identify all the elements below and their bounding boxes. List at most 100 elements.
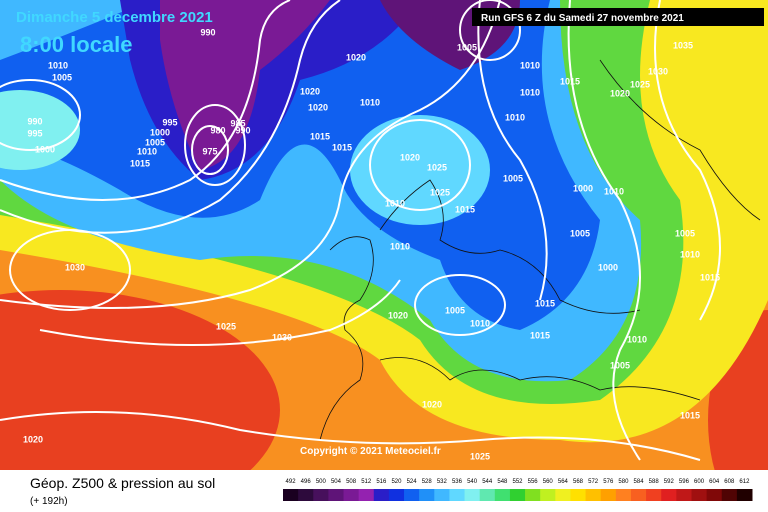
isobar-label: 1015: [130, 158, 150, 168]
scale-cell: [434, 489, 450, 501]
scale-label: 512: [361, 479, 372, 485]
isobar-label: 1010: [627, 334, 647, 344]
scale-cell: [283, 489, 299, 501]
scale-cell: [646, 489, 662, 501]
isobar-label: 1005: [445, 305, 465, 315]
isobar-label: 1020: [422, 399, 442, 409]
run-info: Run GFS 6 Z du Samedi 27 novembre 2021: [481, 13, 684, 24]
isobar-label: 1005: [145, 137, 165, 147]
scale-cell: [691, 489, 708, 501]
isobar-label: 1015: [535, 298, 555, 308]
scale-cell: [313, 489, 329, 501]
isobar-label: 1010: [470, 318, 490, 328]
isobar-label: 1005: [52, 72, 72, 82]
isobar-label: 1015: [455, 204, 475, 214]
isobar-label: 980: [210, 125, 225, 135]
scale-label: 580: [618, 479, 629, 485]
scale-label: 552: [512, 479, 523, 485]
isobar-label: 1000: [35, 144, 55, 154]
scale-label: 568: [573, 479, 584, 485]
scale-cell: [736, 489, 753, 501]
scale-label: 576: [603, 479, 614, 485]
isobar-label: 995: [162, 117, 177, 127]
isobar-label: 1025: [427, 162, 447, 172]
scale-cell: [600, 489, 617, 501]
legend-title: Géop. Z500 & pression au sol: [30, 475, 215, 491]
scale-cell: [525, 489, 541, 501]
scale-label: 592: [664, 479, 675, 485]
scale-cell: [449, 489, 466, 501]
scale-cell: [358, 489, 375, 501]
scale-label: 520: [391, 479, 402, 485]
scale-cell: [388, 489, 405, 501]
lead-time: (+ 192h): [30, 496, 68, 507]
isobar-label: 1030: [648, 66, 668, 76]
scale-cell: [676, 489, 692, 501]
isobar-label: 1005: [503, 173, 523, 183]
scale-cell: [419, 489, 435, 501]
scale-cell: [479, 489, 496, 501]
isobar-label: 1015: [680, 410, 700, 420]
isobar-label: 1015: [700, 272, 720, 282]
scale-label: 604: [709, 479, 720, 485]
forecast-date: Dimanche 5 decembre 2021: [16, 9, 213, 26]
scale-cell: [585, 489, 602, 501]
isobar-label: 1025: [470, 451, 490, 461]
scale-cell: [464, 489, 481, 501]
scale-label: 540: [467, 479, 478, 485]
scale-label: 584: [634, 479, 645, 485]
copyright: Copyright © 2021 Meteociel.fr: [300, 446, 441, 457]
scale-label: 588: [649, 479, 660, 485]
scale-label: 500: [316, 479, 327, 485]
scale-label: 596: [679, 479, 690, 485]
isobar-label: 990: [235, 125, 250, 135]
isobar-label: 1000: [573, 183, 593, 193]
isobar-label: 985: [230, 118, 245, 128]
isobar-label: 1010: [505, 112, 525, 122]
isobar-label: 995: [27, 128, 42, 138]
isobar-label: 1020: [23, 434, 43, 444]
isobar-label: 1010: [390, 241, 410, 251]
isobar-label: 1015: [332, 142, 352, 152]
isobar-label: 1000: [150, 127, 170, 137]
scale-label: 608: [724, 479, 735, 485]
scale-label: 536: [452, 479, 463, 485]
isobar-label: 1010: [360, 97, 380, 107]
isobar-label: 990: [27, 116, 42, 126]
isobar-label: 1005: [570, 228, 590, 238]
isobar-label: 1035: [673, 40, 693, 50]
scale-label: 544: [482, 479, 493, 485]
scale-cell: [494, 489, 511, 501]
isobar-label: 1020: [610, 88, 630, 98]
scale-cell: [298, 489, 314, 501]
scale-label: 560: [543, 479, 554, 485]
isobar-label: 1005: [457, 42, 477, 52]
isobar-label: 1010: [137, 146, 157, 156]
isobar-label: 1010: [604, 186, 624, 196]
scale-label: 600: [694, 479, 705, 485]
isobar-label: 1020: [388, 310, 408, 320]
scale-label: 492: [286, 479, 297, 485]
scale-label: 524: [407, 479, 418, 485]
isobar-label: 990: [200, 27, 215, 37]
scale-label: 496: [301, 479, 312, 485]
scale-label: 564: [558, 479, 569, 485]
isobar-label: 1005: [675, 228, 695, 238]
isobar-label: 1015: [560, 76, 580, 86]
scale-cell: [343, 489, 360, 501]
isobar-label: 1025: [430, 187, 450, 197]
scale-label: 528: [422, 479, 433, 485]
scale-cell: [630, 489, 647, 501]
scale-label: 556: [528, 479, 539, 485]
scale-cell: [540, 489, 556, 501]
isobar-label: 1025: [630, 79, 650, 89]
scale-cell: [555, 489, 571, 501]
scale-label: 532: [437, 479, 448, 485]
isobar-label: 1025: [216, 321, 236, 331]
scale-label: 612: [739, 479, 750, 485]
isobar-label: 1020: [300, 86, 320, 96]
scale-cell: [661, 489, 677, 501]
